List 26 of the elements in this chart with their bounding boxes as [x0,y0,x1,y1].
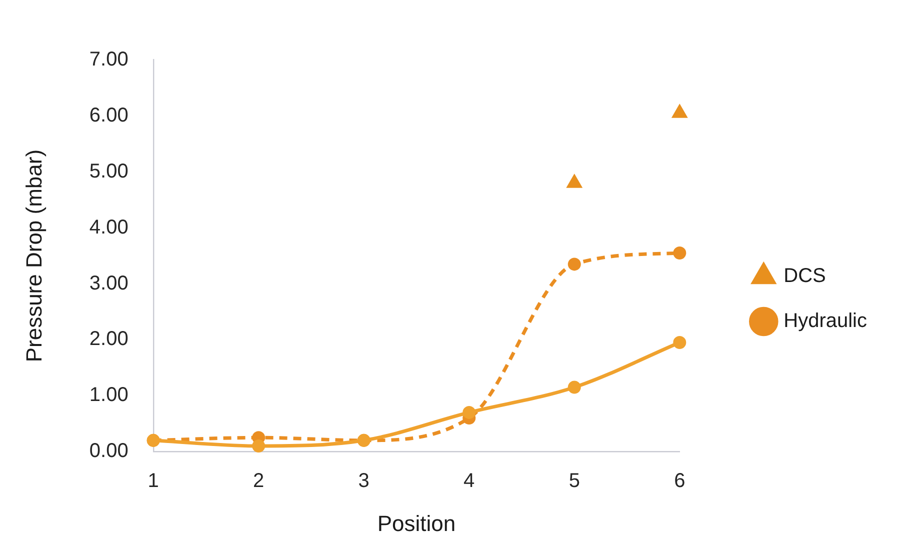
x-tick-label: 1 [148,470,159,492]
point [252,440,266,453]
point [566,174,582,188]
y-tick-label: 2.00 [89,328,128,350]
x-tick-label: 3 [358,470,370,492]
legend-label: Hydraulic [784,310,867,332]
x-tick-label: 4 [464,470,475,492]
point [568,258,581,271]
y-tick-label: 4.00 [89,216,128,238]
x-axis-title: Position [377,510,456,536]
point [673,336,686,350]
x-tick-label: 2 [253,470,264,492]
y-tick-label: 0.00 [89,440,128,462]
point [673,246,686,260]
y-tick-label: 5.00 [89,160,128,182]
y-tick-label: 6.00 [89,104,128,126]
y-tick-label: 1.00 [89,384,128,406]
y-tick-label: 3.00 [89,272,128,294]
point [462,406,476,419]
point [568,380,581,394]
point [672,104,688,118]
x-tick-label: 5 [568,470,580,492]
y-axis-title: Pressure Drop (mbar) [21,149,46,362]
y-tick-label: 7.00 [89,48,128,71]
legend-label: DCS [784,265,826,288]
x-tick-label: 6 [674,470,686,492]
